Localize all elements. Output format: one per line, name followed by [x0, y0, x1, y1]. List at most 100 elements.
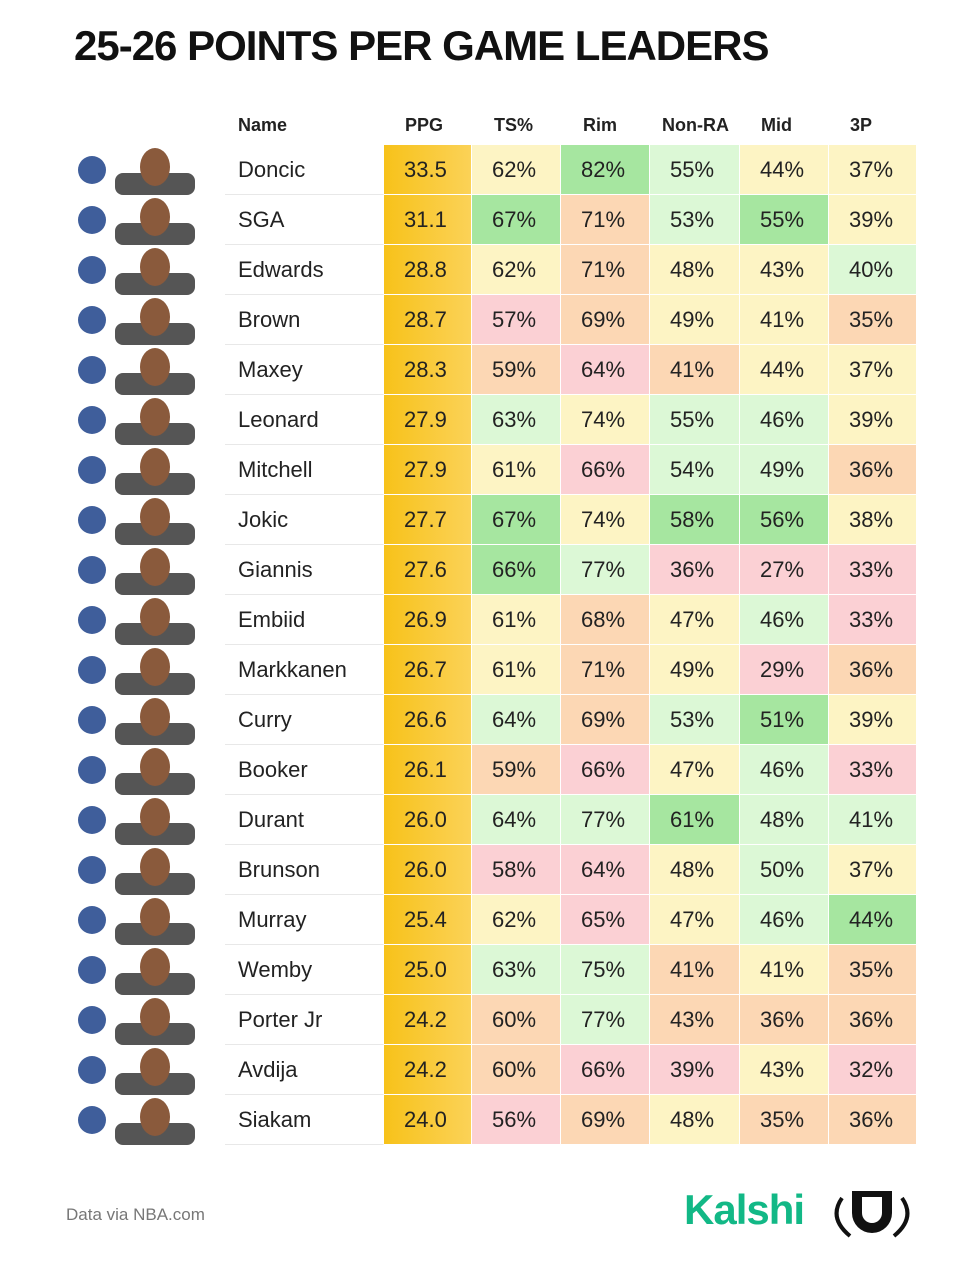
stat-cell: 64% [561, 845, 650, 895]
source-note: Data via NBA.com [66, 1205, 205, 1224]
team-logo [78, 956, 106, 984]
headshot [140, 648, 170, 686]
headshot [140, 1098, 170, 1136]
stat-cell: 33% [829, 545, 917, 595]
stat-cell: 39% [829, 395, 917, 445]
stat-cell: 36% [829, 1095, 917, 1145]
player-name: Doncic [225, 145, 384, 195]
stat-cell: 47% [650, 745, 740, 795]
stat-cell: 48% [650, 1095, 740, 1145]
brand-logo: Kalshi [684, 1186, 805, 1233]
player-name: Avdija [225, 1045, 384, 1095]
stat-cell: 46% [740, 395, 829, 445]
team-logo [78, 156, 106, 184]
stat-cell: 33.5 [384, 145, 472, 195]
headshot [140, 398, 170, 436]
stat-cell: 28.8 [384, 245, 472, 295]
stat-cell: 39% [650, 1045, 740, 1095]
headshot [140, 948, 170, 986]
stat-cell: 51% [740, 695, 829, 745]
stat-cell: 24.2 [384, 1045, 472, 1095]
stat-cell: 69% [561, 695, 650, 745]
player-images [78, 698, 195, 745]
column-header: Name [238, 115, 288, 135]
stat-cell: 36% [740, 995, 829, 1045]
stat-cell: 26.6 [384, 695, 472, 745]
stat-cell: 49% [650, 645, 740, 695]
stat-cell: 33% [829, 745, 917, 795]
stat-cell: 37% [829, 845, 917, 895]
headshot [140, 348, 170, 386]
player-images [78, 198, 195, 245]
title: 25-26 POINTS PER GAME LEADERS [74, 22, 769, 69]
stat-cell: 49% [740, 445, 829, 495]
player-images [78, 298, 195, 345]
stat-cell: 66% [561, 745, 650, 795]
team-logo [78, 706, 106, 734]
stat-cell: 61% [472, 445, 561, 495]
stat-cell: 27.9 [384, 395, 472, 445]
team-logo [78, 756, 106, 784]
stat-cell: 48% [650, 845, 740, 895]
team-logo [78, 1006, 106, 1034]
player-name: Brunson [225, 845, 384, 895]
stat-cell: 41% [650, 945, 740, 995]
team-logo [78, 806, 106, 834]
player-name: Siakam [225, 1095, 384, 1145]
stat-cell: 55% [650, 395, 740, 445]
stat-cell: 46% [740, 595, 829, 645]
player-images [78, 598, 195, 645]
stat-cell: 74% [561, 395, 650, 445]
team-logo [78, 456, 106, 484]
stat-cell: 26.9 [384, 595, 472, 645]
team-logo [78, 1056, 106, 1084]
player-name: Giannis [225, 545, 384, 595]
stat-cell: 24.0 [384, 1095, 472, 1145]
player-images [78, 448, 195, 495]
player-name: Curry [225, 695, 384, 745]
stat-cell: 43% [740, 1045, 829, 1095]
stat-cell: 37% [829, 145, 917, 195]
stat-cell: 28.7 [384, 295, 472, 345]
stat-cell: 75% [561, 945, 650, 995]
player-images [78, 898, 195, 945]
player-name: SGA [225, 195, 384, 245]
team-logo [78, 256, 106, 284]
player-images [78, 548, 195, 595]
stat-cell: 36% [829, 645, 917, 695]
stat-cell: 64% [561, 345, 650, 395]
stat-cell: 77% [561, 795, 650, 845]
player-name: Porter Jr [225, 995, 384, 1045]
stat-cell: 33% [829, 595, 917, 645]
stat-cell: 48% [740, 795, 829, 845]
stat-cell: 67% [472, 495, 561, 545]
player-name: Embiid [225, 595, 384, 645]
team-logo [78, 1106, 106, 1134]
stat-cell: 35% [829, 945, 917, 995]
player-name: Durant [225, 795, 384, 845]
player-name: Jokic [225, 495, 384, 545]
stat-cell: 40% [829, 245, 917, 295]
stat-cell: 59% [472, 345, 561, 395]
stat-cell: 35% [829, 295, 917, 345]
column-header: Mid [761, 115, 792, 135]
player-images [78, 998, 195, 1045]
stat-cell: 71% [561, 245, 650, 295]
stat-cell: 57% [472, 295, 561, 345]
stat-cell: 37% [829, 345, 917, 395]
column-header: Non-RA [662, 115, 729, 135]
player-images [78, 648, 195, 695]
headshot [140, 1048, 170, 1086]
stat-cell: 62% [472, 145, 561, 195]
player-name: Mitchell [225, 445, 384, 495]
headshot [140, 848, 170, 886]
stat-cell: 44% [740, 145, 829, 195]
stat-cell: 48% [650, 245, 740, 295]
player-images [78, 748, 195, 795]
stat-cell: 39% [829, 195, 917, 245]
stat-cell: 62% [472, 895, 561, 945]
team-logo [78, 306, 106, 334]
stat-cell: 27.6 [384, 545, 472, 595]
column-header: TS% [494, 115, 534, 135]
